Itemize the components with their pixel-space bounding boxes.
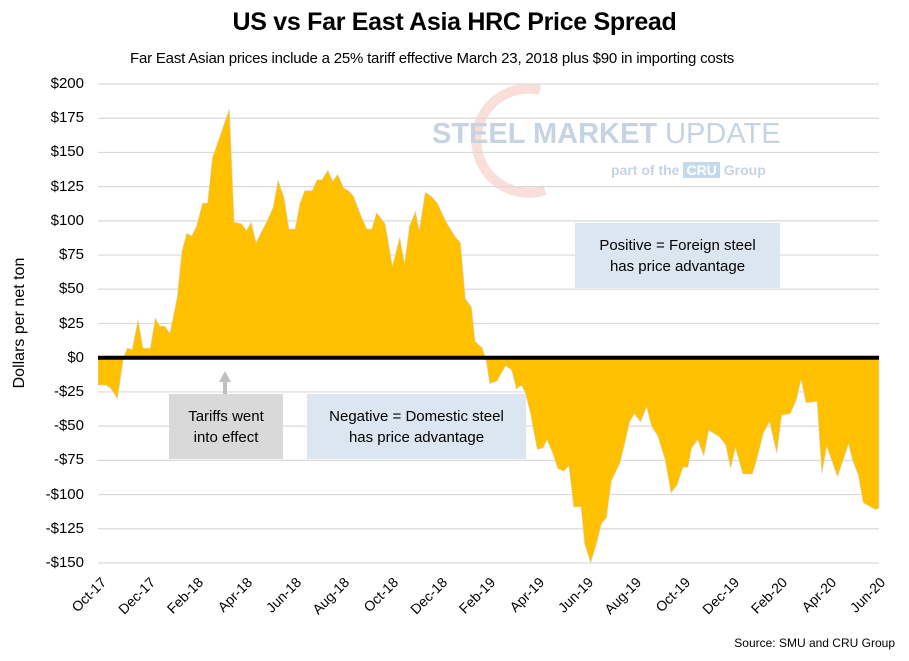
negative-annotation: Negative = Domestic steel has price advan… [307, 394, 526, 459]
spread-area [97, 108, 880, 565]
watermark-sub-pre: part of the [611, 162, 680, 178]
negative-annotation-line2: has price advantage [348, 428, 485, 446]
chart-subtitle: Far East Asian prices include a 25% tari… [130, 50, 735, 67]
y-tick-label: -$25 [53, 382, 84, 400]
y-tick-label: $125 [50, 177, 84, 195]
y-tick-label: $0 [67, 348, 84, 366]
y-tick-label: $25 [58, 314, 84, 332]
positive-annotation: Positive = Foreign steel has price advant… [575, 223, 780, 288]
y-tick-label: $100 [50, 211, 84, 229]
watermark-sub-post: Group [723, 162, 766, 178]
y-tick-label: $50 [58, 280, 84, 298]
source-note: Source: SMU and CRU Group [734, 636, 895, 650]
y-tick-label: -$50 [53, 417, 84, 435]
y-tick-label: $175 [50, 109, 84, 127]
watermark-logo: STEEL MARKET UPDATE [432, 118, 781, 151]
tariff-annotation: Tariffs went into effect [169, 394, 283, 459]
tariff-annotation-line1: Tariffs went [188, 407, 264, 425]
watermark-light: UPDATE [665, 118, 781, 150]
watermark-subtitle: part of the CRU Group [611, 162, 766, 178]
watermark-arc [471, 83, 547, 198]
y-tick-label: $200 [50, 75, 84, 92]
y-tick-label: -$125 [45, 519, 84, 537]
y-tick-label: $150 [50, 143, 84, 161]
y-tick-label: -$150 [45, 554, 84, 571]
positive-annotation-line2: has price advantage [609, 257, 746, 275]
y-tick-label: $75 [58, 246, 84, 264]
y-tick-label: -$100 [45, 485, 84, 503]
watermark-bold: STEEL MARKET [432, 118, 658, 150]
cru-logo: CRU [683, 162, 720, 178]
chart-title: US vs Far East Asia HRC Price Spread [232, 8, 677, 36]
tariff-annotation-line2: into effect [193, 428, 259, 446]
y-tick-label: -$75 [53, 451, 84, 469]
positive-annotation-line1: Positive = Foreign steel [599, 236, 756, 254]
tariff-arrow-head [219, 371, 231, 382]
negative-annotation-line1: Negative = Domestic steel [329, 407, 504, 425]
